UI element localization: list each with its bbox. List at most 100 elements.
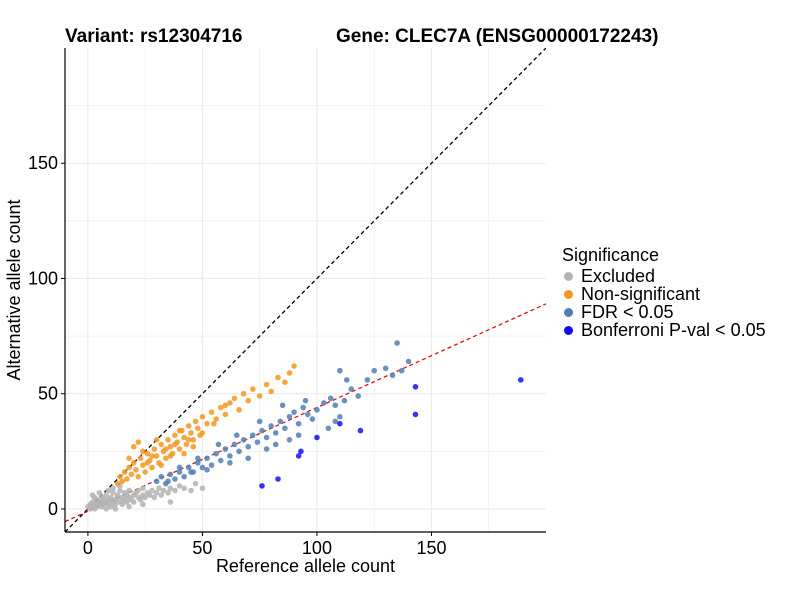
data-point xyxy=(176,483,183,489)
data-point xyxy=(217,404,224,411)
y-tick-label: 150 xyxy=(28,153,58,173)
data-point xyxy=(140,448,146,455)
data-point xyxy=(135,487,142,494)
data-point xyxy=(103,506,110,512)
data-point xyxy=(172,441,178,448)
data-point xyxy=(153,437,160,443)
data-point xyxy=(256,418,263,425)
data-point xyxy=(167,443,174,450)
data-point xyxy=(337,413,343,420)
legend-item-bonferroni: Bonferroni P-val < 0.05 xyxy=(564,320,766,340)
data-point xyxy=(282,425,288,432)
data-point xyxy=(185,464,192,471)
data-point xyxy=(135,439,142,445)
legend-title: Significance xyxy=(562,245,660,265)
data-point xyxy=(91,494,98,501)
data-point xyxy=(332,418,339,425)
data-point xyxy=(382,365,389,372)
data-point xyxy=(282,379,288,385)
data-point xyxy=(236,448,242,455)
x-tick-label: 50 xyxy=(192,538,212,558)
data-point xyxy=(153,478,160,485)
data-point xyxy=(240,390,247,397)
data-point xyxy=(263,381,270,388)
data-point xyxy=(137,455,144,462)
data-point xyxy=(298,448,304,455)
data-point xyxy=(341,397,348,404)
data-point xyxy=(98,499,105,505)
data-point xyxy=(240,437,247,443)
data-point xyxy=(172,432,178,439)
data-point xyxy=(160,487,167,494)
data-point xyxy=(126,464,132,471)
data-point xyxy=(167,485,174,492)
data-point xyxy=(188,487,194,494)
data-point xyxy=(254,439,261,445)
legend: Significance Excluded Non-significant FD… xyxy=(562,245,766,340)
data-point xyxy=(213,450,219,457)
data-point xyxy=(140,462,146,468)
data-point xyxy=(190,437,197,443)
data-point xyxy=(144,460,151,466)
y-axis-label: Alternative allele count xyxy=(4,199,24,380)
data-point xyxy=(167,471,174,478)
data-point xyxy=(133,466,139,473)
data-point xyxy=(117,473,123,480)
data-point xyxy=(348,386,355,392)
data-point xyxy=(208,462,215,468)
data-point xyxy=(195,425,201,432)
y-tick-label: 50 xyxy=(38,384,58,404)
data-point xyxy=(153,490,160,496)
data-points xyxy=(85,340,524,512)
y-tick-label: 100 xyxy=(28,268,58,288)
data-point xyxy=(130,499,137,505)
data-point xyxy=(275,476,281,482)
data-point xyxy=(165,437,171,443)
data-point xyxy=(108,494,114,501)
data-point xyxy=(272,430,279,436)
x-tick-label: 100 xyxy=(302,538,332,558)
data-point xyxy=(190,443,197,450)
data-point xyxy=(96,490,103,496)
legend-item-excluded: Excluded xyxy=(564,266,766,286)
data-point xyxy=(300,404,307,411)
data-point xyxy=(272,441,279,448)
data-point xyxy=(156,485,162,492)
data-point xyxy=(259,427,265,434)
data-point xyxy=(108,503,114,510)
data-point xyxy=(222,446,229,452)
data-point xyxy=(314,407,320,413)
reference-lines xyxy=(65,48,546,532)
data-point xyxy=(144,450,151,457)
data-point xyxy=(162,455,169,462)
data-point xyxy=(195,460,201,466)
legend-item-fdr: FDR < 0.05 xyxy=(564,302,766,322)
legend-dot-bonferroni xyxy=(564,325,573,335)
series-2 xyxy=(153,340,412,487)
data-point xyxy=(394,340,400,346)
data-point xyxy=(146,492,153,498)
series-0 xyxy=(85,480,206,512)
data-point xyxy=(172,487,178,494)
legend-dot-fdr xyxy=(564,307,573,317)
gene-title: Gene: CLEC7A (ENSG00000172243) xyxy=(336,26,659,47)
data-point xyxy=(250,432,256,439)
data-point xyxy=(389,372,396,379)
data-point xyxy=(167,453,174,459)
data-point xyxy=(112,501,119,508)
data-point xyxy=(327,395,334,402)
data-point xyxy=(149,453,155,459)
data-point xyxy=(291,409,297,415)
data-point xyxy=(215,441,222,448)
data-point xyxy=(137,496,144,503)
data-point xyxy=(185,437,192,443)
data-point xyxy=(295,420,302,427)
data-point xyxy=(233,432,240,439)
data-point xyxy=(153,453,160,459)
data-point xyxy=(371,367,378,374)
data-point xyxy=(245,443,252,450)
data-point xyxy=(112,506,119,512)
data-point xyxy=(231,395,238,402)
data-point xyxy=(291,363,297,369)
data-point xyxy=(250,386,256,392)
